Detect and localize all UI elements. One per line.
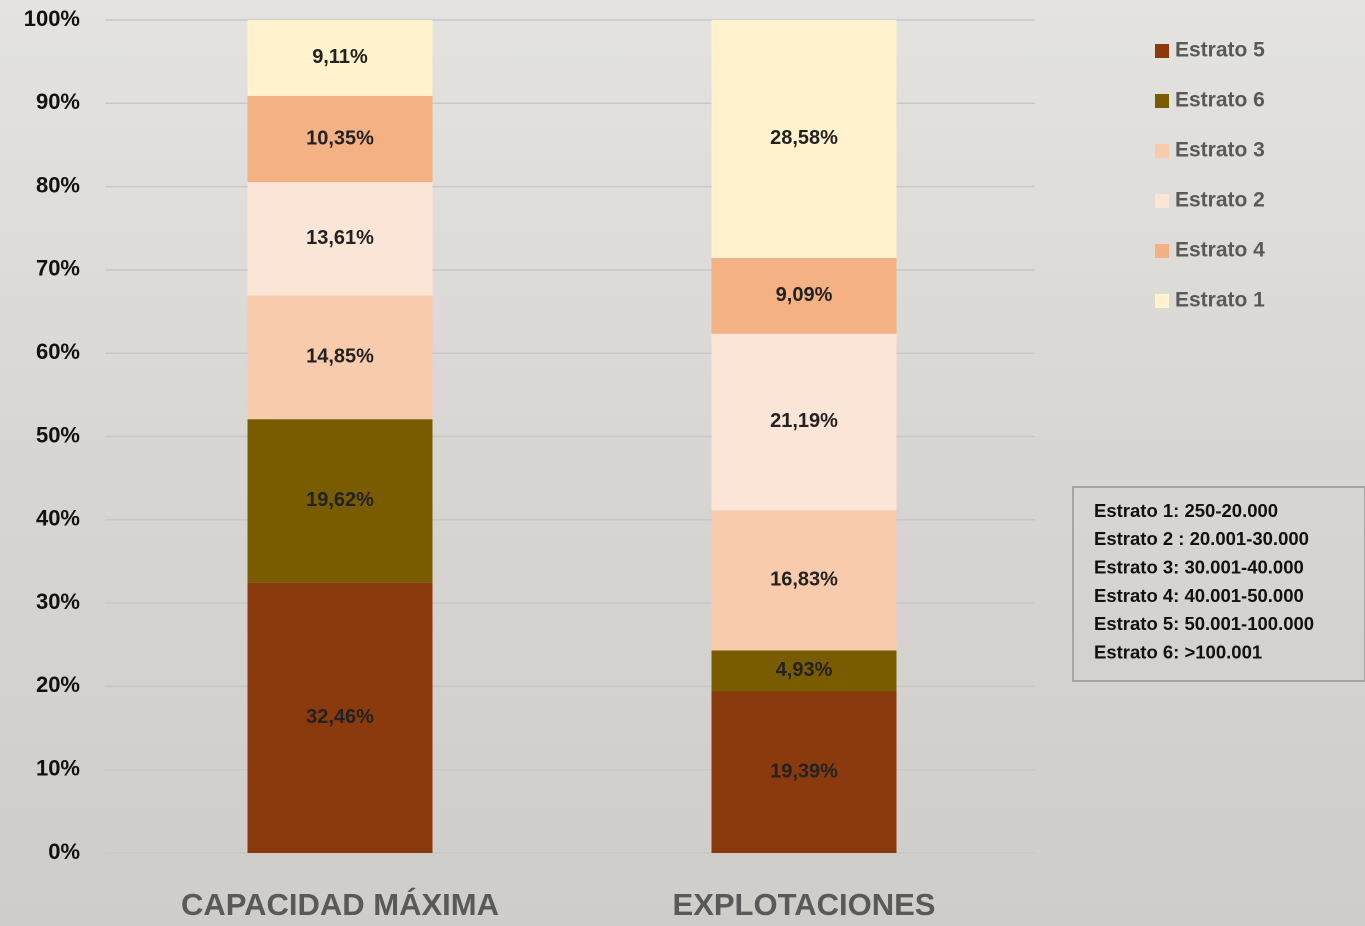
data-label: 21,19% — [770, 410, 838, 432]
data-label: 13,61% — [306, 227, 374, 249]
y-tick-label: 0% — [48, 839, 80, 864]
note-text: Estrato 1: 250-20.000 — [1094, 500, 1278, 521]
y-tick-label: 70% — [36, 256, 80, 281]
y-tick-label: 10% — [36, 756, 80, 781]
data-label: 14,85% — [306, 346, 374, 368]
data-label: 9,09% — [776, 284, 833, 306]
legend-swatch — [1155, 144, 1169, 158]
bar-segment — [711, 650, 897, 692]
bar-segment — [247, 20, 433, 96]
x-tick-label: EXPLOTACIONES — [673, 887, 936, 922]
data-label: 28,58% — [770, 127, 838, 149]
legend-swatch — [1155, 44, 1169, 58]
bar-segment — [711, 510, 897, 651]
x-tick-label: CAPACIDAD MÁXIMA — [181, 887, 499, 922]
legend-swatch — [1155, 194, 1169, 208]
y-tick-label: 40% — [36, 506, 80, 531]
legend-label: Estrato 1 — [1175, 289, 1265, 312]
data-label: 16,83% — [770, 569, 838, 591]
note-box — [1072, 486, 1365, 682]
legend-label: Estrato 4 — [1175, 239, 1265, 262]
bar-segment — [247, 419, 433, 583]
legend-label: Estrato 5 — [1175, 39, 1265, 62]
y-tick-label: 90% — [36, 89, 80, 114]
legend-swatch — [1155, 244, 1169, 258]
y-tick-label: 50% — [36, 422, 80, 447]
legend-label: Estrato 6 — [1175, 89, 1265, 112]
bar-segment — [247, 295, 433, 420]
legend-swatch — [1155, 294, 1169, 308]
data-label: 9,11% — [312, 46, 368, 68]
y-tick-label: 30% — [36, 589, 80, 614]
data-label: 32,46% — [306, 706, 374, 728]
y-tick-label: 20% — [36, 672, 80, 697]
legend-label: Estrato 2 — [1175, 189, 1265, 212]
note-text: Estrato 5: 50.001-100.000 — [1094, 613, 1314, 634]
bar-segment — [247, 95, 433, 183]
bar-segment — [711, 333, 897, 511]
y-tick-label: 100% — [24, 6, 80, 31]
bar-segment — [711, 257, 897, 334]
bar-segment — [711, 691, 897, 853]
data-label: 4,93% — [776, 659, 833, 681]
bar-segment — [711, 19, 897, 258]
note-text: Estrato 3: 30.001-40.000 — [1094, 556, 1304, 577]
bar-segment — [247, 182, 433, 296]
bar-segment — [247, 582, 433, 853]
note-text: Estrato 2 : 20.001-30.000 — [1094, 528, 1309, 549]
legend-label: Estrato 3 — [1175, 139, 1265, 162]
data-label: 19,39% — [770, 761, 838, 783]
note-text: Estrato 6: >100.001 — [1094, 641, 1262, 662]
y-tick-label: 80% — [36, 172, 80, 197]
legend-swatch — [1155, 94, 1169, 108]
data-label: 19,62% — [306, 489, 374, 511]
note-text: Estrato 4: 40.001-50.000 — [1094, 585, 1304, 606]
data-label: 10,35% — [306, 127, 374, 149]
y-tick-label: 60% — [36, 339, 80, 364]
